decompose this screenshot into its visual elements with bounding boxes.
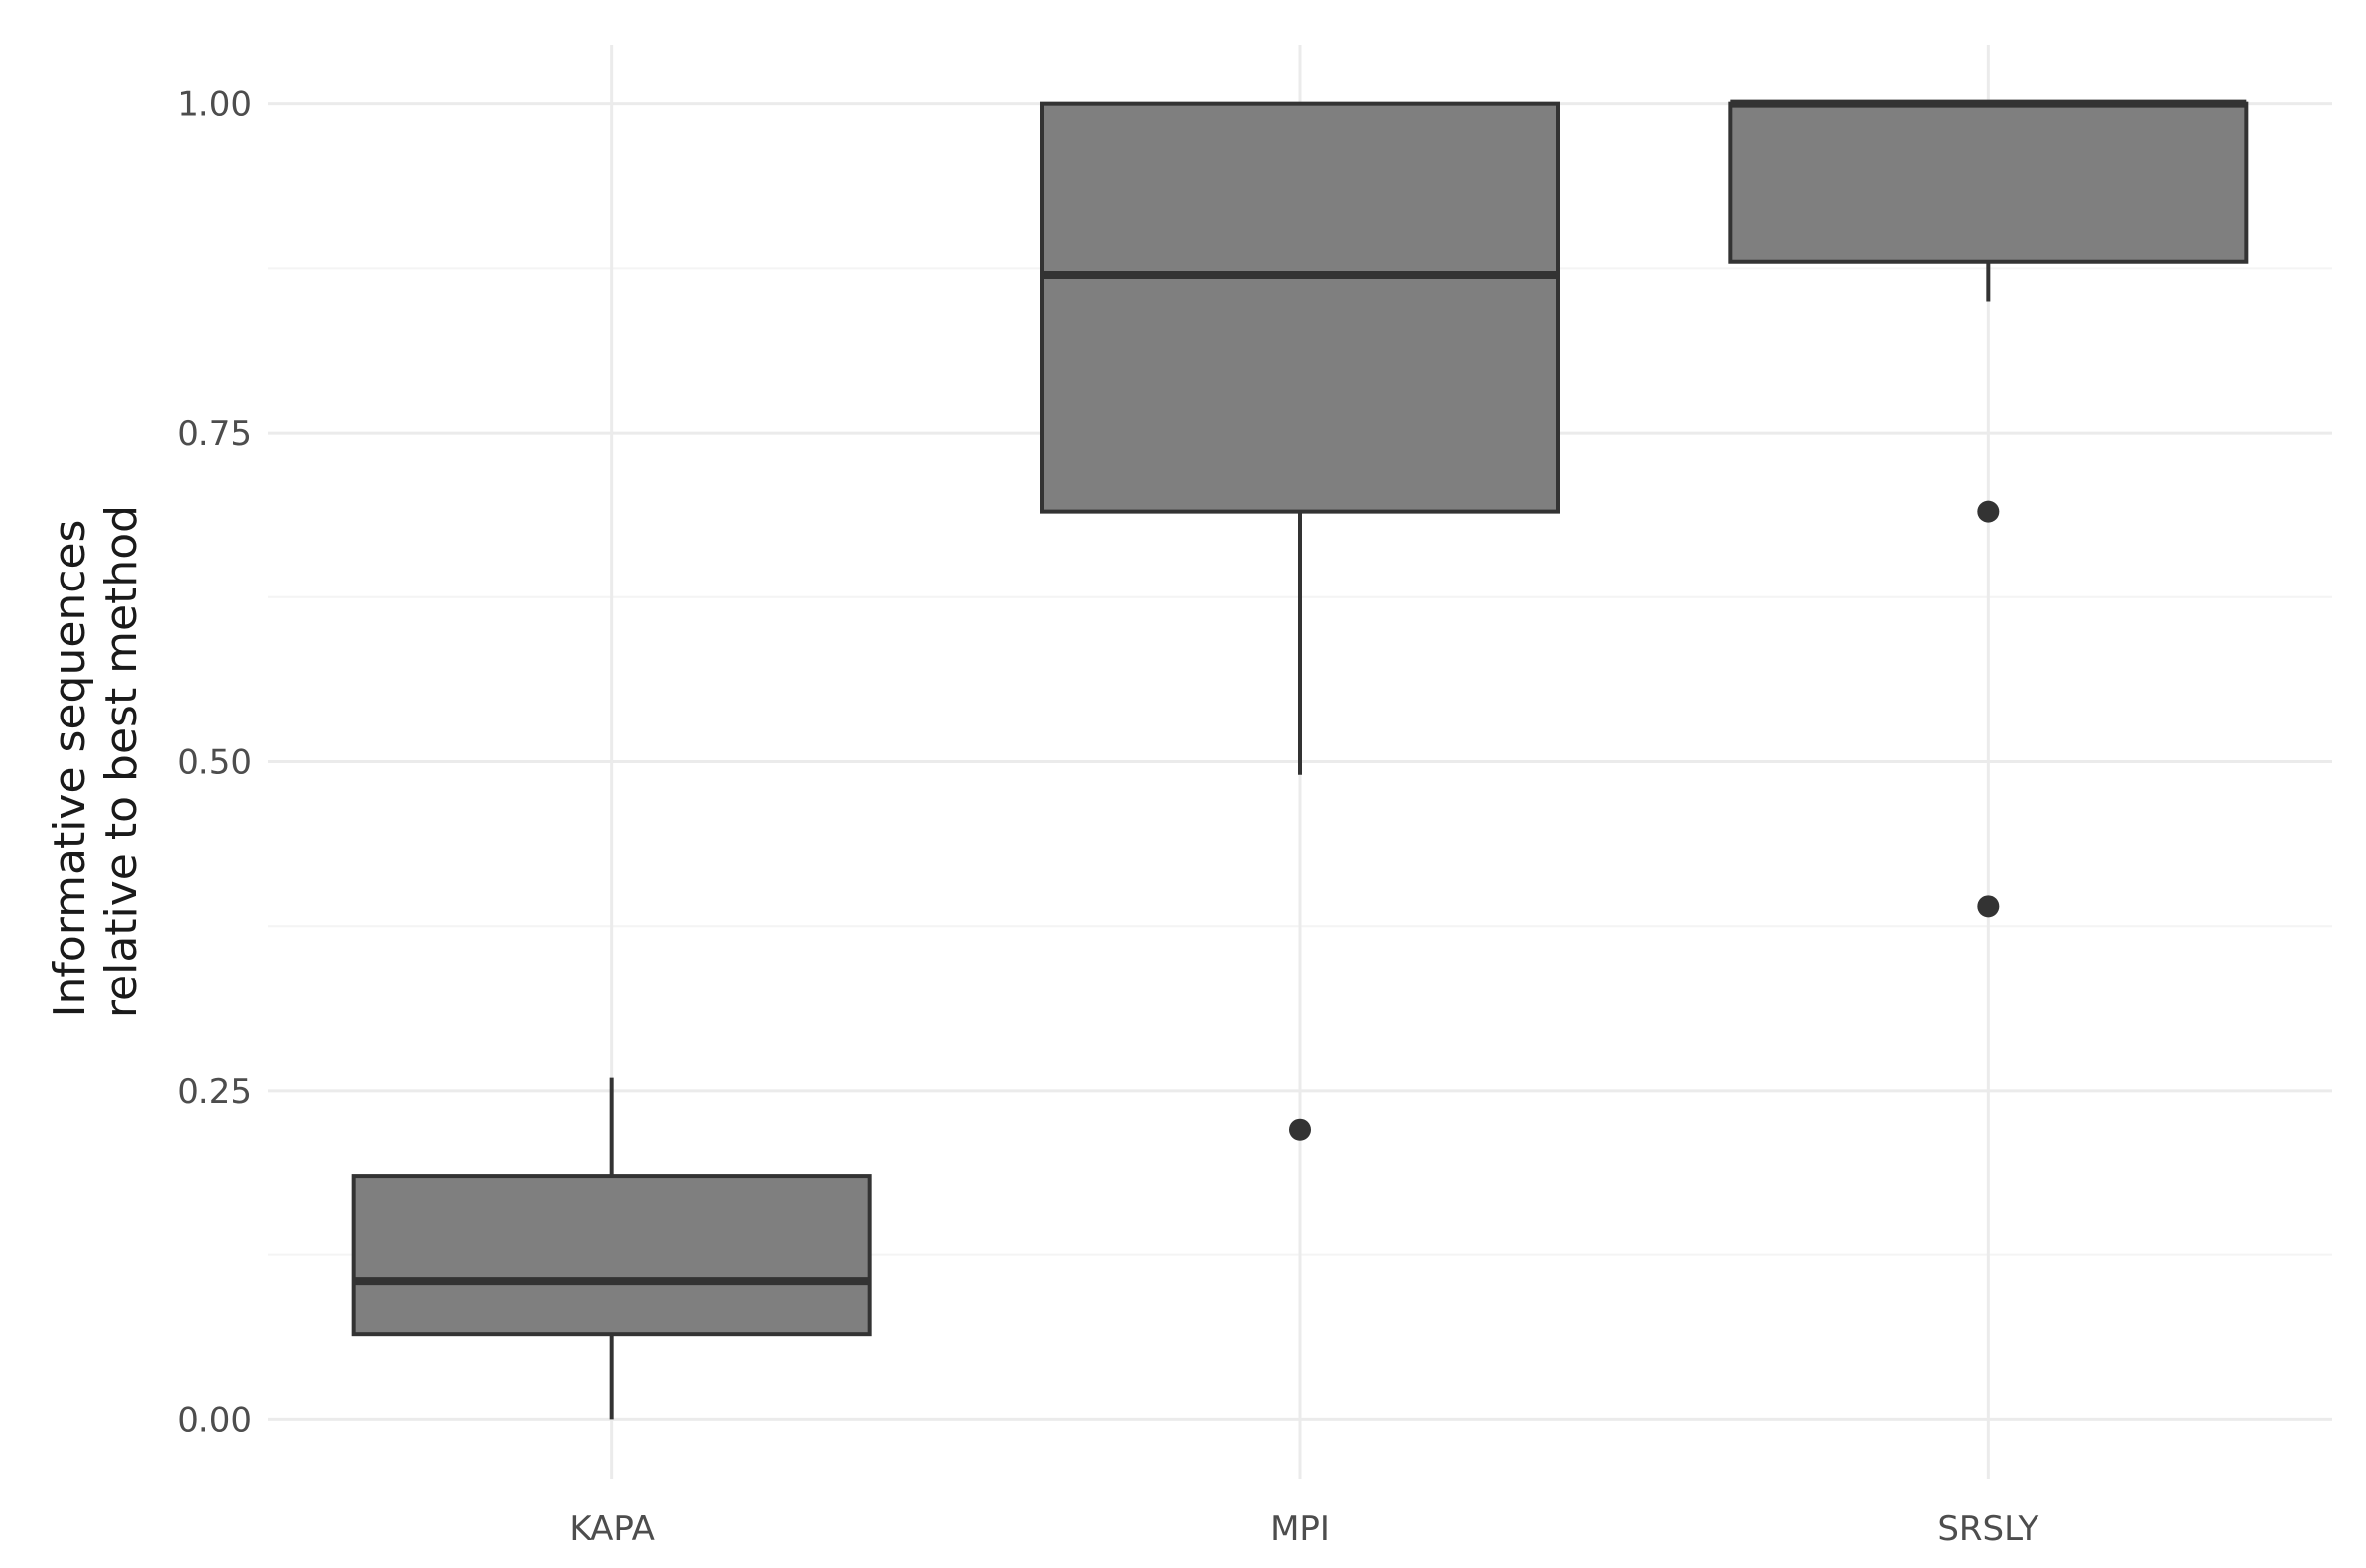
iqr-box [351,1174,872,1337]
x-tick-label: SRSLY [1937,1509,2038,1549]
y-tick-label: 0.00 [177,1400,252,1440]
boxes [351,99,2249,1420]
box-mpi [1040,101,1560,1141]
outlier-point [1977,500,2000,523]
y-tick-label: 0.75 [177,414,252,454]
outlier-point [1289,1118,1311,1141]
y-axis-title-line-1: Informative sequences [45,520,95,1018]
x-axis-ticks: KAPA MPI SRSLY [569,1509,2038,1549]
x-tick-label: KAPA [569,1509,655,1549]
y-axis-title: Informative sequences relative to best m… [45,505,147,1018]
box-kapa [351,1077,872,1420]
outlier-point [1977,895,2000,918]
y-tick-label: 0.25 [177,1072,252,1111]
iqr-box [1040,101,1560,514]
iqr-box [1728,101,2249,264]
box-srsly [1728,99,2249,918]
y-axis-ticks: 0.00 0.25 0.50 0.75 1.00 [177,85,252,1441]
x-tick-label: MPI [1270,1509,1330,1549]
y-tick-label: 1.00 [177,85,252,125]
y-tick-label: 0.50 [177,743,252,783]
y-axis-title-line-2: relative to best method [96,505,147,1018]
